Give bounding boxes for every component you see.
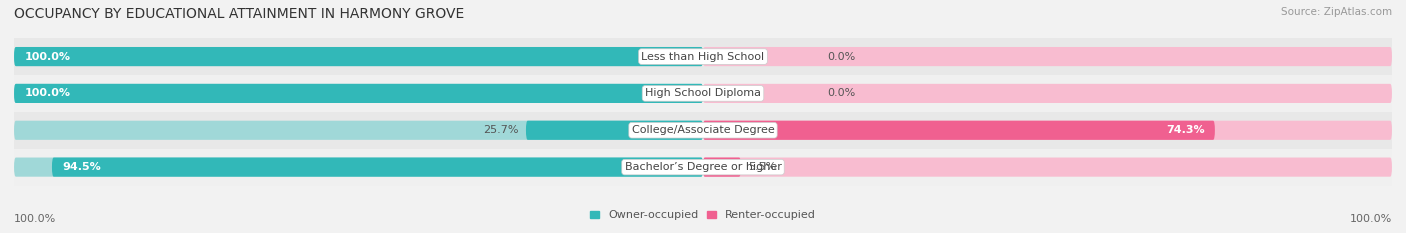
Text: 0.0%: 0.0% [827, 88, 855, 98]
Bar [14, 38, 1392, 75]
Text: 100.0%: 100.0% [1350, 214, 1392, 224]
Bar [14, 75, 1392, 112]
Bar [14, 149, 1392, 185]
Text: 74.3%: 74.3% [1166, 125, 1205, 135]
FancyBboxPatch shape [703, 158, 741, 177]
Text: Source: ZipAtlas.com: Source: ZipAtlas.com [1281, 7, 1392, 17]
FancyBboxPatch shape [703, 121, 1215, 140]
FancyBboxPatch shape [526, 121, 703, 140]
FancyBboxPatch shape [703, 84, 1392, 103]
Legend: Owner-occupied, Renter-occupied: Owner-occupied, Renter-occupied [591, 210, 815, 220]
FancyBboxPatch shape [14, 84, 703, 103]
FancyBboxPatch shape [14, 47, 703, 66]
Text: 5.5%: 5.5% [748, 162, 776, 172]
FancyBboxPatch shape [14, 47, 703, 66]
Text: 100.0%: 100.0% [24, 51, 70, 62]
FancyBboxPatch shape [14, 121, 703, 140]
Text: College/Associate Degree: College/Associate Degree [631, 125, 775, 135]
Text: 0.0%: 0.0% [827, 51, 855, 62]
FancyBboxPatch shape [703, 47, 1392, 66]
Text: Less than High School: Less than High School [641, 51, 765, 62]
Text: OCCUPANCY BY EDUCATIONAL ATTAINMENT IN HARMONY GROVE: OCCUPANCY BY EDUCATIONAL ATTAINMENT IN H… [14, 7, 464, 21]
FancyBboxPatch shape [703, 121, 1392, 140]
FancyBboxPatch shape [14, 84, 703, 103]
FancyBboxPatch shape [52, 158, 703, 177]
Text: High School Diploma: High School Diploma [645, 88, 761, 98]
Text: 100.0%: 100.0% [14, 214, 56, 224]
Text: 25.7%: 25.7% [484, 125, 519, 135]
Bar [14, 112, 1392, 149]
FancyBboxPatch shape [703, 158, 1392, 177]
FancyBboxPatch shape [14, 158, 703, 177]
Text: 94.5%: 94.5% [62, 162, 101, 172]
Text: Bachelor’s Degree or higher: Bachelor’s Degree or higher [624, 162, 782, 172]
Text: 100.0%: 100.0% [24, 88, 70, 98]
